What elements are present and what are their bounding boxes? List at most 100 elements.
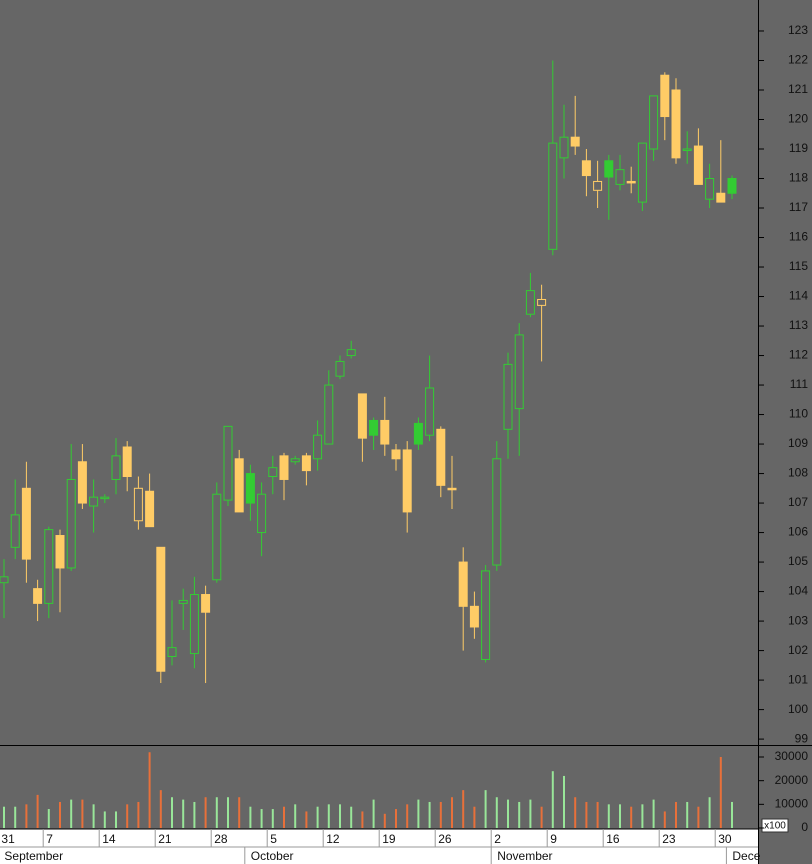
candle-body [178,599,188,604]
candle-body [425,387,435,436]
y-tick-label: 109 [788,436,808,450]
y-tick-label: 119 [789,141,808,155]
candle-body [413,422,423,445]
x-tick-label: 23 [662,832,676,846]
candle-body [391,449,401,460]
candle-body [671,89,681,159]
x-tick-label: 9 [550,832,557,846]
candle-body [245,473,255,504]
y-tick-label: 117 [789,200,808,214]
candle-body [257,493,267,534]
y-tick-label: 113 [789,318,808,332]
month-label: October [251,849,294,863]
month-label: September [4,849,63,863]
candle-body [693,145,703,185]
candle-body [626,180,636,184]
candle-body [682,148,692,151]
candle-body [548,142,558,250]
volume-tick-label: 0 [801,820,808,834]
volume-unit-label: x100 [764,821,786,832]
x-tick-label: 28 [214,832,228,846]
candle-body [458,561,468,607]
candle-body [324,384,334,445]
candle-body [716,192,726,203]
candle-body [469,605,479,628]
y-tick-label: 102 [788,643,808,657]
y-tick-label: 121 [788,82,808,96]
y-tick-label: 101 [788,672,808,686]
candle-body [637,142,647,203]
y-tick-label: 99 [795,731,809,745]
y-tick-label: 100 [788,702,808,716]
candle-body [705,178,715,200]
y-tick-label: 122 [788,53,808,67]
candle-body [615,169,625,185]
candle-body [604,160,614,178]
candle-body [268,467,278,478]
x-tick-label: 12 [326,832,340,846]
y-tick-label: 108 [788,466,808,480]
y-tick-label: 111 [790,377,809,391]
candle-body [335,360,345,377]
candle-body [514,334,524,410]
y-tick-label: 110 [789,407,808,421]
y-tick-label: 120 [788,112,808,126]
candle-body [145,490,155,528]
candle-body [100,496,110,500]
candle-body [301,455,311,472]
candle-body [727,178,737,194]
candle-body [402,449,412,513]
volume-tick-label: 30000 [775,749,809,763]
candle-body [481,570,491,660]
candle-body [66,478,76,569]
y-tick-label: 107 [788,495,808,509]
candle-body [492,458,502,566]
candle-body [201,594,211,613]
candle-body [581,160,591,177]
candle-body [357,393,367,439]
x-tick-label: 5 [270,832,277,846]
y-tick-label: 115 [789,259,808,273]
candle-body [537,298,547,306]
volume-tick-label: 20000 [775,773,809,787]
x-tick-label: 21 [158,832,172,846]
candle-body [447,487,457,491]
y-tick-label: 103 [788,613,808,627]
y-tick-label: 104 [788,584,808,598]
candle-body [570,136,580,147]
candle-body [167,647,177,657]
y-tick-label: 112 [789,348,808,362]
x-tick-label: 31 [1,832,15,846]
candle-body [660,74,670,118]
y-tick-label: 105 [788,554,808,568]
candle-body [525,290,535,315]
candle-body [133,487,143,522]
y-tick-label: 123 [788,23,808,37]
candle-body [33,588,43,604]
x-tick-label: 14 [102,832,116,846]
x-tick-label: 19 [382,832,396,846]
x-tick-label: 2 [494,832,501,846]
x-tick-label: 16 [606,832,620,846]
candle-body [156,546,166,672]
candle-body [346,349,356,357]
y-tick-label: 106 [788,525,808,539]
candle-body [436,428,446,486]
candle-body [44,529,54,604]
candle-body [189,594,199,655]
y-tick-label: 118 [789,171,808,185]
x-tick-label: 7 [46,832,53,846]
candle-body [313,434,323,460]
candle-body [593,180,603,191]
candle-body [279,455,289,480]
candle-body [234,458,244,513]
volume-tick-label: 10000 [775,797,809,811]
y-tick-label: 114 [789,289,808,303]
month-label: November [497,849,552,863]
candle-body [223,425,233,501]
candle-body [649,95,659,150]
candle-body [559,136,569,159]
x-tick-label: 26 [438,832,452,846]
